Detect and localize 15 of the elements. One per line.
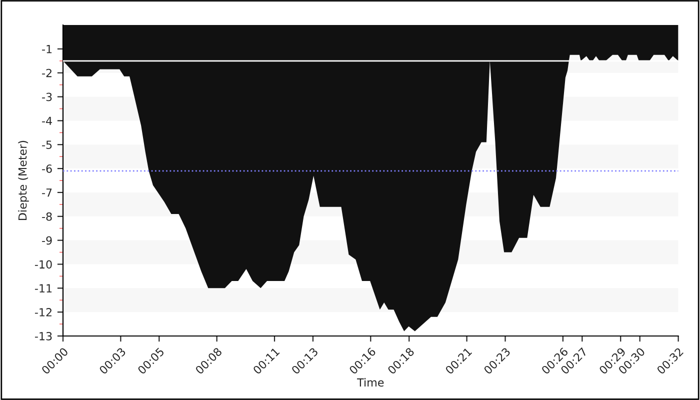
y-tick-label: -5 [42,140,52,149]
y-tick-label: -1 [42,45,52,54]
y-tick-label: -3 [42,92,52,102]
y-axis-title: Diepte (Meter) [18,140,29,220]
y-tick-label: -9 [42,236,52,245]
y-tick-label: -8 [42,212,52,221]
x-axis-title: Time [357,378,384,387]
y-tick-label: -12 [34,308,52,316]
y-tick-label: -7 [42,188,52,197]
y-tick-label: -2 [42,68,52,78]
y-tick-label: -4 [42,116,52,125]
y-tick-label: -13 [34,332,52,340]
y-tick-label: -6 [42,164,52,173]
y-tick-label: -10 [34,260,52,269]
y-tick-label: -11 [34,284,52,292]
